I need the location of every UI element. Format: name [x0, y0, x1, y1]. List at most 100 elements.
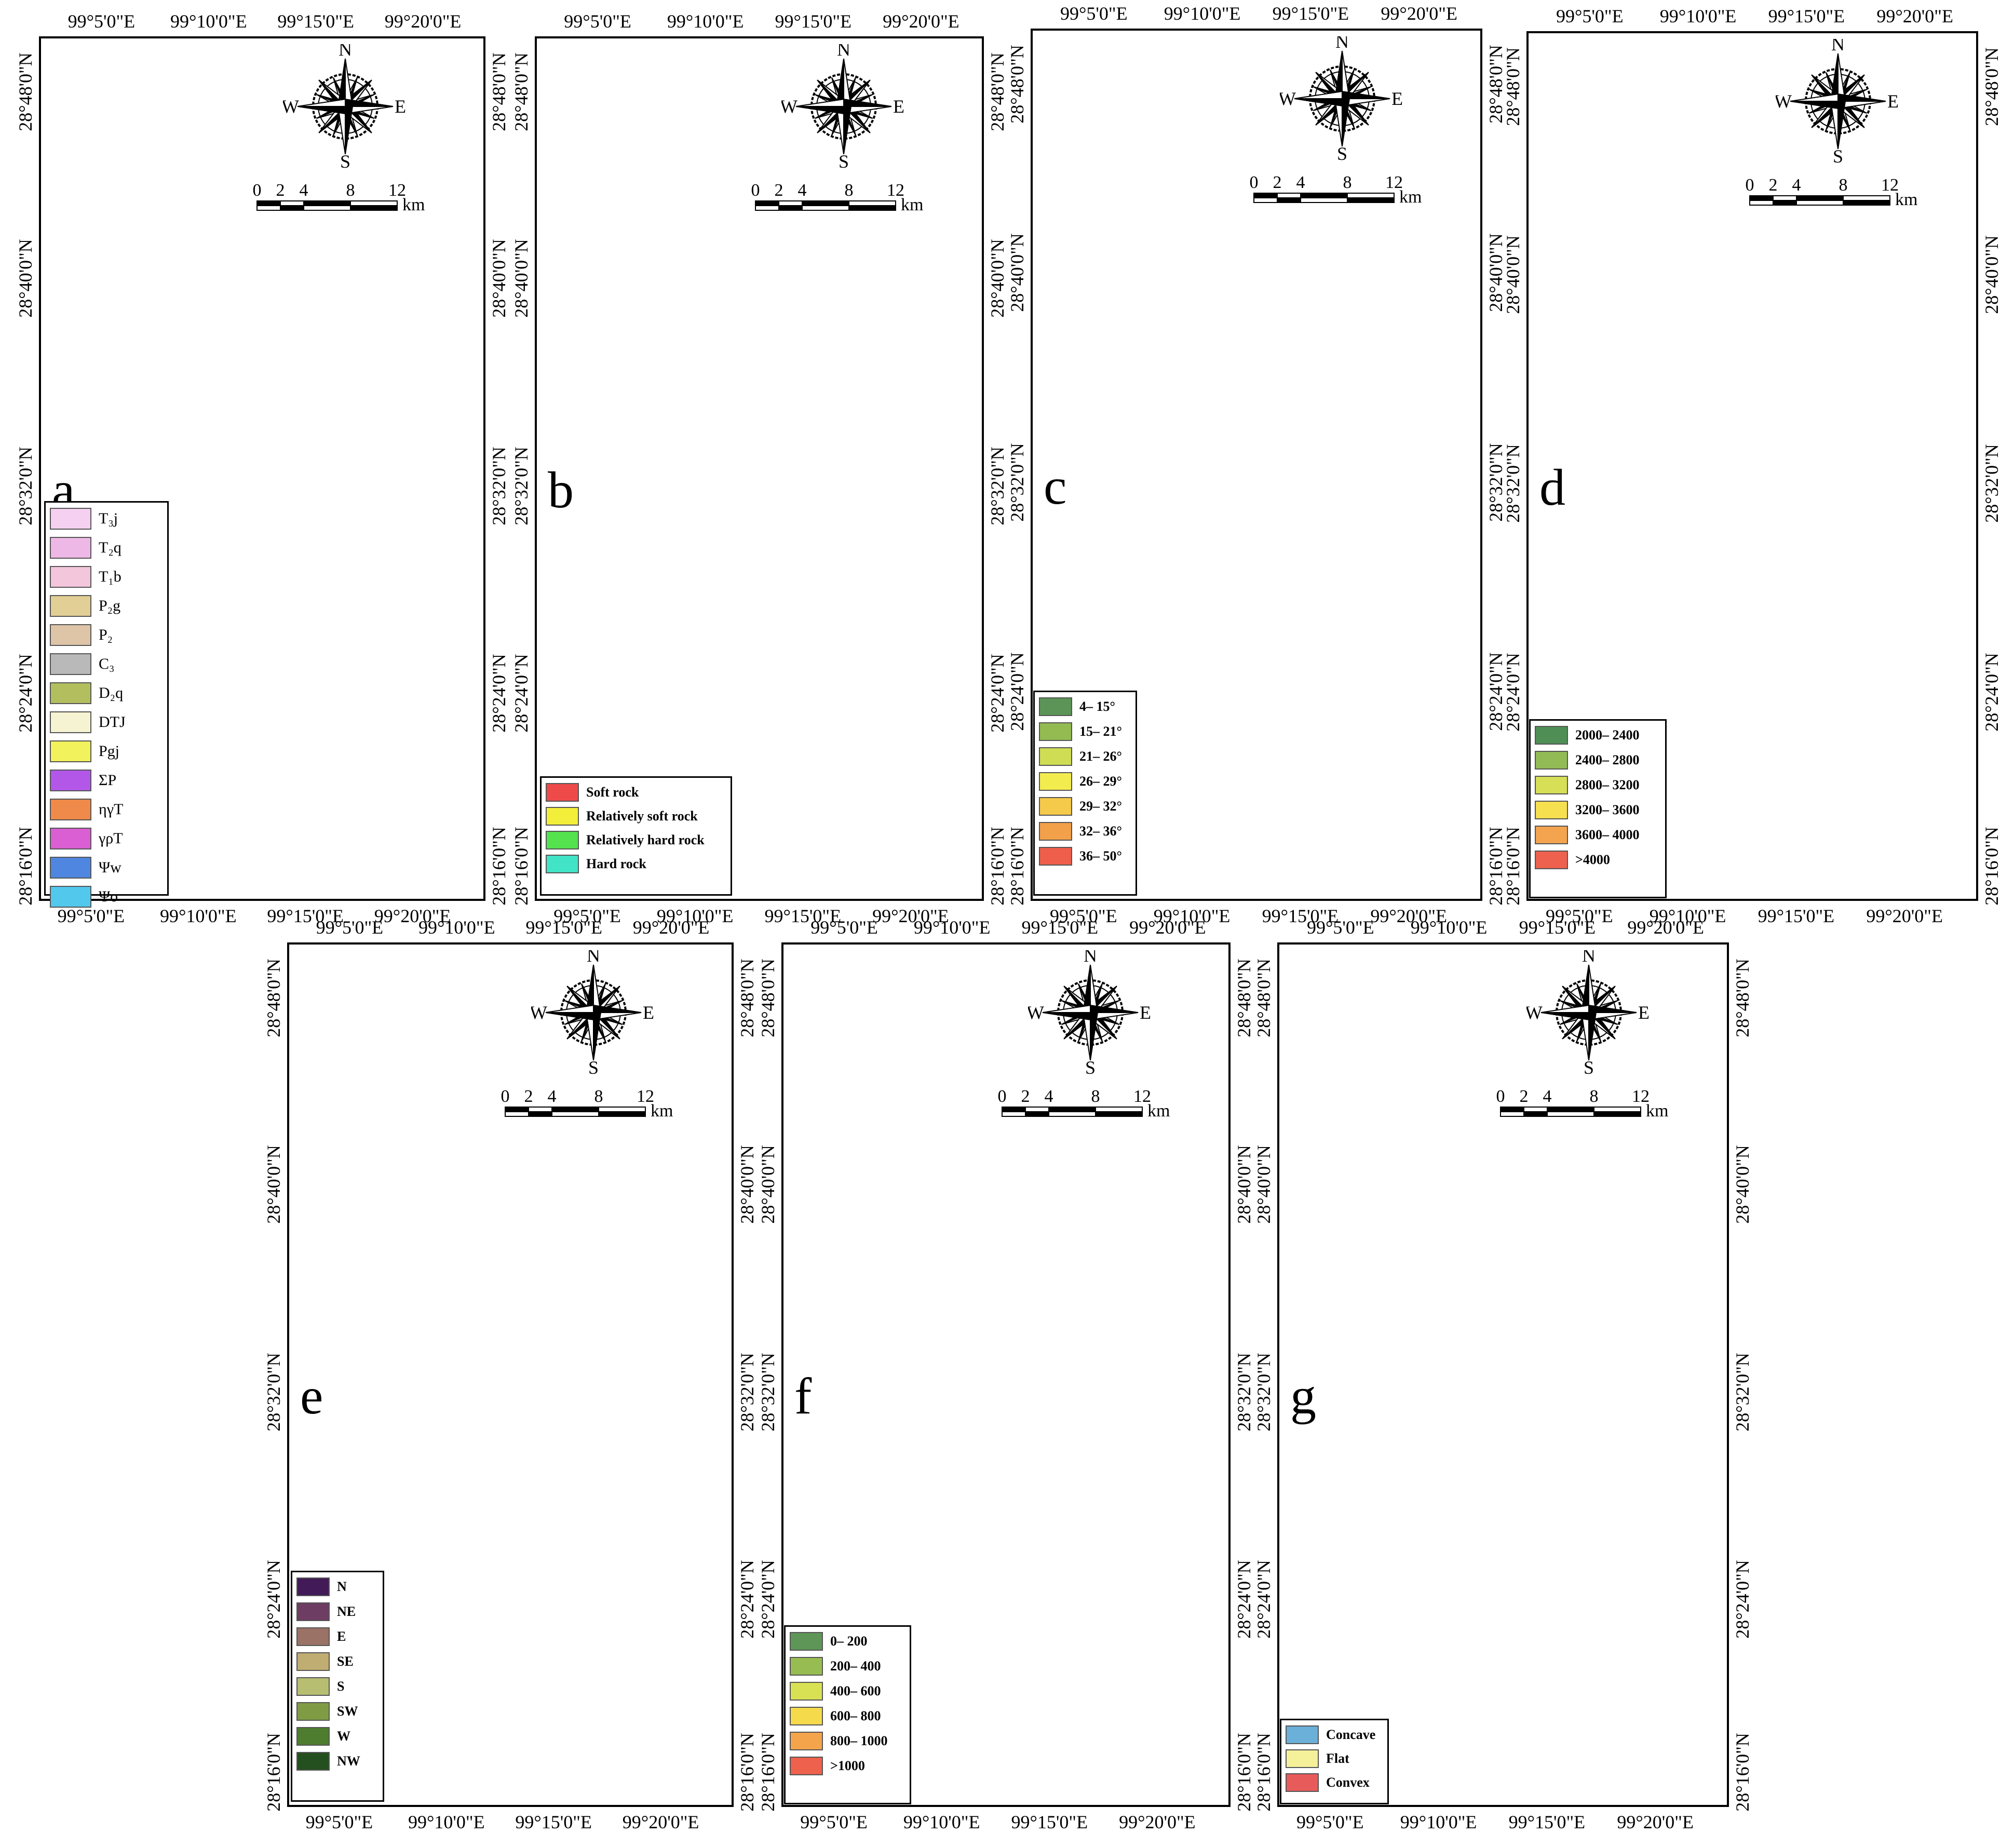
- legend-item: Soft rock: [546, 783, 726, 802]
- legend-item: C₃: [50, 653, 163, 675]
- latitude-label-left: 28°16'0"N: [1253, 1733, 1274, 1812]
- legend-label: 3600– 4000: [1575, 827, 1640, 842]
- scale-tick-label: 4: [1045, 1087, 1053, 1106]
- longitude-label-top: 99°15'0"E: [277, 11, 354, 32]
- north-arrow-compass-icon: N S E W: [283, 44, 406, 169]
- legend-item: γρT: [50, 828, 163, 849]
- legend-item: P₂: [50, 624, 163, 646]
- legend-label: NW: [337, 1753, 360, 1769]
- longitude-label-top: 99°20'0"E: [883, 11, 959, 32]
- latitude-label-right: 28°24'0"N: [489, 654, 509, 733]
- compass-label-n: N: [587, 950, 600, 966]
- longitude-label-top: 99°15'0"E: [1272, 3, 1349, 24]
- legend-swatch: [546, 831, 579, 849]
- legend-item: ηγT: [50, 799, 163, 820]
- longitude-label-top: 99°20'0"E: [632, 917, 710, 938]
- legend-item: Hard rock: [546, 855, 726, 873]
- latitude-label-right: 28°48'0"N: [489, 52, 509, 131]
- legend-g: Concave Flat Convex: [1280, 1719, 1389, 1804]
- latitude-label-right: 28°40'0"N: [987, 239, 1008, 318]
- legend-label: >4000: [1575, 852, 1610, 867]
- panel-letter: b: [548, 461, 574, 519]
- legend-item: 36– 50°: [1039, 847, 1131, 866]
- latitude-label-right: 28°48'0"N: [1732, 958, 1753, 1037]
- scale-tick-label: 12: [637, 1087, 654, 1106]
- compass-label-s: S: [1337, 143, 1347, 161]
- legend-label: 26– 29°: [1079, 774, 1122, 789]
- north-arrow-compass-icon: N S E W: [1028, 950, 1151, 1075]
- latitude-label-left: 28°24'0"N: [1007, 652, 1028, 731]
- legend-item: 2400– 2800: [1535, 751, 1661, 770]
- legend-item: 32– 36°: [1039, 822, 1131, 841]
- longitude-label-bottom: 99°15'0"E: [1262, 906, 1339, 926]
- compass-label-s: S: [340, 151, 350, 169]
- panel-letter: c: [1044, 457, 1067, 515]
- compass-label-n: N: [837, 44, 850, 60]
- compass-label-w: W: [283, 96, 299, 117]
- scale-unit: km: [1646, 1101, 1668, 1121]
- longitude-label-bottom: 99°15'0"E: [515, 1812, 592, 1832]
- legend-item: Ψo: [50, 886, 163, 908]
- longitude-label-top: 99°10'0"E: [913, 917, 991, 938]
- longitude-label-top: 99°10'0"E: [1659, 6, 1737, 26]
- legend-label: P₂: [99, 626, 113, 643]
- legend-item: T₃j: [50, 508, 163, 530]
- scale-tick-label: 12: [1881, 176, 1899, 195]
- scale-tick-label: 4: [548, 1087, 557, 1106]
- scale-tick-label: 12: [887, 181, 904, 200]
- compass-label-n: N: [1831, 39, 1845, 55]
- legend-item: 29– 32°: [1039, 797, 1131, 816]
- panel-letter: g: [1290, 1367, 1316, 1425]
- compass-label-e: E: [1638, 1002, 1650, 1023]
- legend-label: 4– 15°: [1079, 699, 1115, 714]
- longitude-label-top: 99°5'0"E: [1307, 917, 1374, 938]
- legend-item: N: [296, 1577, 379, 1596]
- legend-swatch: [1286, 1725, 1319, 1744]
- scale-tick-label: 0: [253, 181, 262, 200]
- legend-swatch: [50, 799, 91, 820]
- scale-unit: km: [901, 195, 923, 214]
- latitude-label-left: 28°48'0"N: [1007, 45, 1028, 124]
- latitude-label-left: 28°32'0"N: [1253, 1353, 1274, 1432]
- longitude-label-bottom: 99°20'0"E: [374, 906, 451, 926]
- latitude-label-right: 28°48'0"N: [987, 52, 1008, 131]
- legend-item: NE: [296, 1602, 379, 1621]
- scale-tick-label: 2: [1520, 1087, 1529, 1106]
- latitude-label-left: 28°40'0"N: [1253, 1145, 1274, 1224]
- longitude-label-bottom: 99°20'0"E: [1617, 1812, 1694, 1832]
- legend-item: 200– 400: [790, 1657, 905, 1676]
- legend-item: Pgj: [50, 740, 163, 762]
- latitude-label-left: 28°24'0"N: [758, 1560, 778, 1639]
- scale-tick-label: 2: [524, 1087, 533, 1106]
- longitude-label-top: 99°10'0"E: [170, 11, 247, 32]
- latitude-label-right: 28°32'0"N: [1981, 444, 2002, 523]
- latitude-label-right: 28°16'0"N: [1981, 827, 2002, 906]
- legend-swatch: [1039, 797, 1072, 816]
- longitude-label-bottom: 99°20'0"E: [622, 1812, 699, 1832]
- latitude-label-right: 28°24'0"N: [1234, 1560, 1254, 1639]
- scale-tick-label: 4: [1296, 173, 1305, 192]
- legend-swatch: [790, 1707, 823, 1725]
- legend-swatch: [50, 828, 91, 849]
- legend-item: 2000– 2400: [1535, 726, 1661, 745]
- longitude-label-top: 99°5'0"E: [67, 11, 136, 32]
- compass-label-e: E: [893, 96, 904, 117]
- latitude-label-left: 28°24'0"N: [1503, 653, 1523, 732]
- longitude-label-top: 99°10'0"E: [1410, 917, 1488, 938]
- legend-label: S: [337, 1679, 345, 1694]
- legend-label: D₂q: [99, 684, 124, 702]
- legend-swatch: [50, 682, 91, 704]
- longitude-label-top: 99°20'0"E: [1129, 917, 1206, 938]
- latitude-label-left: 28°40'0"N: [1503, 235, 1523, 314]
- legend-label: 600– 800: [830, 1708, 881, 1723]
- latitude-label-right: 28°24'0"N: [1732, 1560, 1753, 1639]
- latitude-label-right: 28°40'0"N: [737, 1145, 758, 1224]
- scale-tick-label: 0: [998, 1087, 1007, 1106]
- legend-swatch: [546, 855, 579, 873]
- legend-item: 400– 600: [790, 1682, 905, 1701]
- panel-letter: f: [794, 1367, 812, 1425]
- longitude-label-top: 99°5'0"E: [1556, 6, 1624, 26]
